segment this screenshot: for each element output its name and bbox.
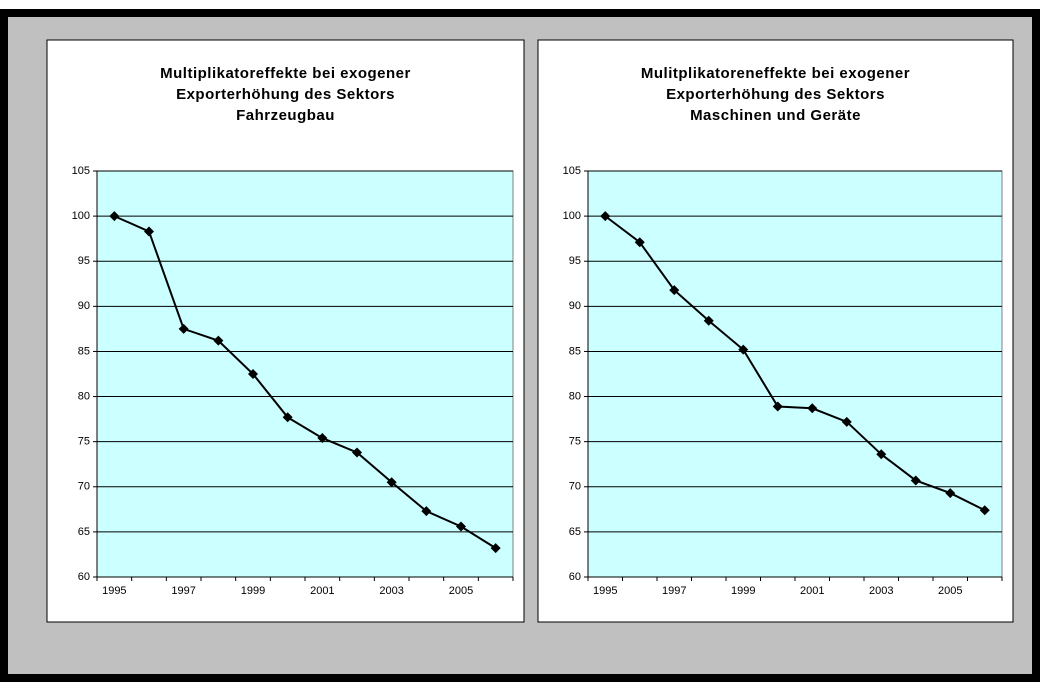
y-tick-label: 75: [569, 436, 581, 448]
data-line: [113, 215, 497, 549]
y-tick-label: 90: [78, 300, 90, 312]
data-marker: [317, 433, 328, 444]
chart-title: Exporterhöhung des Sektors: [666, 86, 885, 103]
x-tick-label: 1997: [662, 585, 686, 597]
data-marker: [841, 416, 852, 427]
x-tick-label: 2001: [800, 585, 824, 597]
data-marker: [456, 521, 466, 532]
data-marker: [352, 447, 362, 458]
y-tick-label: 85: [569, 345, 581, 357]
x-tick-label: 2001: [310, 585, 334, 597]
data-marker: [144, 226, 154, 237]
x-tick-label: 2003: [869, 585, 893, 597]
x-tick-label: 1995: [102, 585, 126, 597]
y-tick-label: 105: [72, 165, 90, 177]
x-tick-label: 1995: [593, 585, 617, 597]
data-marker: [600, 211, 611, 222]
y-tick-label: 60: [78, 571, 90, 583]
data-marker: [738, 344, 749, 355]
y-tick-label: 80: [78, 390, 90, 402]
x-tick-label: 2005: [449, 585, 473, 597]
x-tick-label: 1999: [731, 585, 755, 597]
data-marker: [386, 477, 397, 488]
y-tick-label: 80: [569, 390, 581, 402]
y-tick-label: 100: [563, 210, 581, 222]
y-tick-label: 65: [78, 526, 90, 538]
chart-title: Maschinen und Geräte: [690, 107, 861, 124]
y-tick-label: 60: [569, 571, 581, 583]
x-tick-label: 1997: [171, 585, 195, 597]
data-marker: [490, 543, 501, 554]
y-tick-label: 95: [569, 255, 581, 267]
data-marker: [213, 335, 224, 346]
chart-title: Exporterhöhung des Sektors: [176, 86, 395, 103]
data-marker: [421, 506, 432, 517]
y-tick-label: 75: [78, 436, 90, 448]
x-tick-label: 2005: [938, 585, 962, 597]
data-marker: [807, 403, 818, 414]
data-marker: [634, 237, 645, 248]
y-tick-label: 105: [563, 165, 581, 177]
data-marker: [910, 475, 921, 486]
plot-area: [96, 170, 514, 578]
y-tick-label: 70: [78, 481, 90, 493]
data-marker: [178, 323, 189, 334]
data-marker: [669, 285, 680, 296]
y-tick-label: 85: [78, 345, 90, 357]
chart-title: Multiplikatoreffekte bei exogener: [160, 65, 411, 82]
x-tick-label: 1999: [241, 585, 265, 597]
chart-title: Mulitplikatoreneffekte bei exogener: [641, 65, 910, 82]
x-tick-label: 2003: [379, 585, 403, 597]
data-marker: [876, 449, 887, 460]
data-marker: [979, 505, 990, 516]
data-line: [604, 215, 986, 512]
y-tick-label: 65: [569, 526, 581, 538]
data-marker: [945, 488, 956, 499]
data-marker: [248, 369, 258, 379]
data-marker: [772, 401, 783, 412]
chart-title: Fahrzeugbau: [236, 107, 335, 124]
y-tick-label: 90: [569, 300, 581, 312]
y-tick-label: 100: [72, 210, 90, 222]
data-marker: [703, 315, 714, 326]
data-marker: [109, 211, 120, 222]
y-tick-label: 95: [78, 255, 90, 267]
data-marker: [282, 412, 293, 423]
y-tick-label: 70: [569, 481, 581, 493]
plot-area: [587, 170, 1003, 578]
